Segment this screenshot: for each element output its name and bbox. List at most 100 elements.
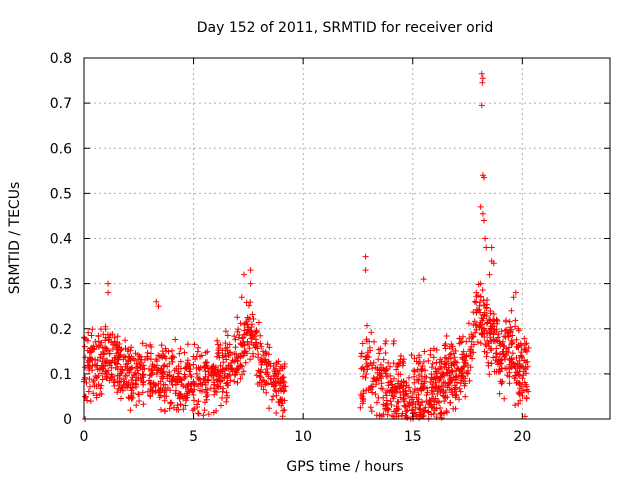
data-point <box>471 298 478 305</box>
data-point <box>368 383 375 390</box>
data-point <box>394 363 401 370</box>
data-point <box>452 394 459 401</box>
data-point <box>477 340 484 347</box>
x-tick-label: 5 <box>189 429 198 445</box>
data-point <box>463 338 470 345</box>
data-point <box>116 375 123 381</box>
data-point <box>477 280 484 287</box>
data-point <box>468 331 475 338</box>
data-point <box>374 366 381 372</box>
data-point <box>515 344 522 351</box>
data-point <box>479 287 486 293</box>
data-point <box>484 330 491 337</box>
data-point <box>471 318 478 325</box>
data-point <box>85 329 92 336</box>
data-point <box>85 357 92 364</box>
data-point <box>363 387 370 394</box>
data-point <box>177 390 183 397</box>
data-point <box>382 340 389 347</box>
data-point <box>402 412 409 419</box>
data-point <box>122 337 129 344</box>
data-point <box>370 378 377 385</box>
data-point <box>357 404 364 411</box>
data-point <box>485 362 492 369</box>
data-point <box>273 392 280 399</box>
data-point <box>281 407 288 413</box>
data-point <box>473 309 480 316</box>
data-point <box>147 350 154 357</box>
data-point <box>449 345 456 352</box>
data-point <box>202 349 209 356</box>
data-point <box>389 381 396 388</box>
data-point <box>247 356 254 363</box>
data-point <box>174 379 181 386</box>
data-point <box>462 375 468 382</box>
data-point <box>363 370 370 377</box>
data-point <box>249 311 256 318</box>
data-point <box>430 388 437 395</box>
data-point <box>391 408 397 415</box>
data-point <box>427 347 434 354</box>
data-point <box>419 376 425 382</box>
data-point <box>103 374 110 381</box>
data-points <box>81 70 532 422</box>
data-point <box>521 335 528 342</box>
data-point <box>219 347 226 354</box>
data-point <box>150 363 157 370</box>
data-point <box>367 404 374 411</box>
data-point <box>522 413 528 420</box>
data-point <box>195 410 202 417</box>
data-point <box>102 368 109 375</box>
data-point <box>477 299 483 306</box>
data-point <box>222 353 229 360</box>
data-point <box>254 345 261 352</box>
data-point <box>257 340 264 347</box>
data-point <box>468 343 475 350</box>
data-point <box>511 363 518 370</box>
data-point <box>458 372 465 379</box>
data-point <box>118 369 125 375</box>
data-point <box>158 365 165 372</box>
data-point <box>518 353 525 360</box>
data-point <box>87 358 93 365</box>
data-point <box>490 260 497 267</box>
data-point <box>441 364 448 371</box>
data-point <box>478 70 485 77</box>
data-point <box>224 332 231 339</box>
data-point <box>195 398 202 405</box>
data-point <box>99 370 106 377</box>
data-point <box>260 386 267 393</box>
data-point <box>217 362 224 369</box>
y-tick-label: 0.2 <box>50 322 72 338</box>
data-point <box>85 388 92 395</box>
data-point <box>136 391 142 398</box>
data-point <box>240 352 247 359</box>
data-point <box>448 360 454 367</box>
data-point <box>114 361 121 368</box>
data-point <box>452 376 459 383</box>
data-point <box>226 352 233 358</box>
data-point <box>411 355 418 362</box>
data-point <box>453 367 460 374</box>
data-point <box>226 371 233 378</box>
data-point <box>220 385 227 392</box>
data-point <box>278 397 285 404</box>
data-point <box>473 289 480 296</box>
data-point <box>383 373 390 380</box>
data-point <box>237 375 244 382</box>
data-point <box>186 389 193 396</box>
data-point <box>246 315 253 322</box>
data-point <box>114 389 121 396</box>
data-point <box>478 102 485 109</box>
data-point <box>403 408 410 415</box>
data-point <box>502 356 508 363</box>
data-point <box>232 344 239 351</box>
data-point <box>262 381 269 388</box>
data-point <box>89 326 96 333</box>
data-point <box>522 341 529 348</box>
data-point <box>257 357 264 364</box>
data-point <box>496 351 503 358</box>
data-point <box>191 341 198 348</box>
data-point <box>279 400 286 407</box>
